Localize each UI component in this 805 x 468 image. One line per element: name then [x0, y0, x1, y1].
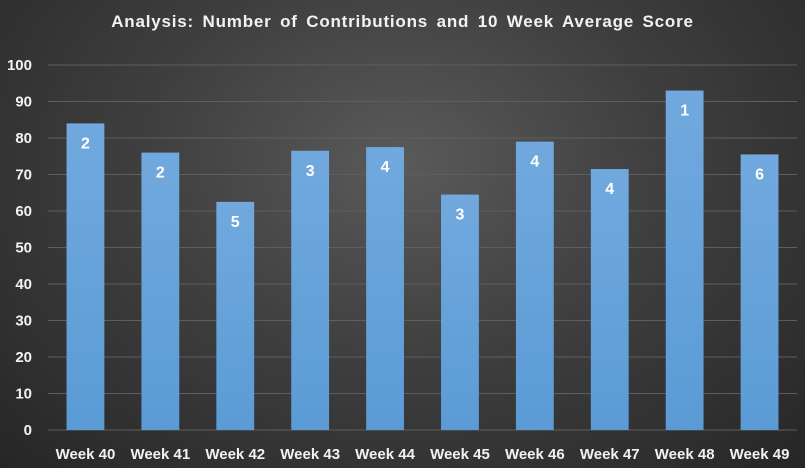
bar [665, 90, 704, 431]
bar [515, 141, 554, 430]
y-tick-label: 20 [15, 349, 32, 366]
bar [141, 152, 180, 430]
data-label: 3 [455, 207, 464, 224]
chart-title: Analysis: Number of Contributions and 10… [111, 12, 694, 31]
x-tick-label: Week 41 [130, 446, 190, 463]
x-tick-label: Week 49 [730, 446, 790, 463]
bar [366, 147, 404, 430]
x-tick-label: Week 42 [205, 446, 265, 463]
bar [590, 169, 629, 430]
bar [291, 150, 330, 430]
data-label: 2 [81, 135, 90, 152]
x-tick-label: Week 47 [580, 446, 640, 463]
y-tick-label: 80 [15, 130, 32, 147]
x-tick-label: Week 46 [505, 446, 565, 463]
data-labels: 2 2 5 3 4 3 4 4 1 6 [81, 103, 764, 231]
data-label: 4 [530, 154, 539, 171]
y-tick-label: 50 [15, 240, 32, 257]
data-label: 3 [306, 163, 315, 180]
y-tick-label: 70 [15, 167, 32, 184]
y-tick-label: 60 [15, 203, 32, 220]
y-tick-label: 90 [15, 94, 32, 111]
bar [740, 154, 779, 431]
y-tick-label: 30 [15, 313, 32, 330]
x-tick-label: Week 48 [655, 446, 715, 463]
x-tick-label: Week 45 [430, 446, 490, 463]
bar [216, 201, 255, 430]
data-label: 5 [231, 214, 240, 231]
data-label: 6 [755, 166, 764, 183]
y-axis: 0 10 20 30 40 50 60 70 80 90 100 [7, 57, 32, 439]
data-label: 4 [381, 159, 390, 176]
bars [66, 90, 779, 431]
bar [66, 123, 105, 431]
x-axis: Week 40 Week 41 Week 42 Week 43 Week 44 Week … [56, 446, 790, 463]
y-tick-label: 40 [15, 276, 32, 293]
data-label: 4 [605, 181, 614, 198]
bar [441, 194, 479, 430]
y-tick-label: 100 [7, 57, 32, 74]
y-tick-label: 0 [24, 422, 32, 439]
x-tick-label: Week 43 [280, 446, 340, 463]
data-label: 1 [680, 103, 689, 120]
x-tick-label: Week 44 [355, 446, 415, 463]
data-label: 2 [156, 165, 165, 182]
x-tick-label: Week 40 [56, 446, 116, 463]
y-tick-label: 10 [15, 386, 32, 403]
